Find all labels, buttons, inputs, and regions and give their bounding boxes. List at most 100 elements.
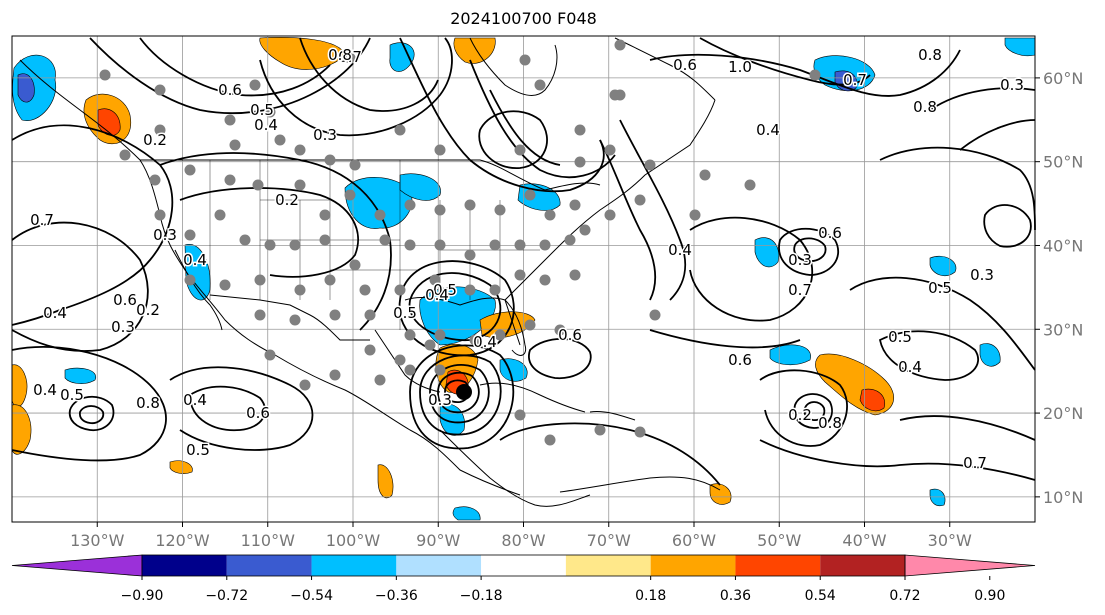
colorbar-segment [396,555,482,576]
contour-label: 0.4 [473,333,497,351]
colorbar-segment [650,555,736,576]
contour-label: 0.8 [328,46,352,64]
station-dot [119,149,131,161]
contour-east-coast-2 [619,119,687,301]
colorbar [11,554,1036,580]
contour-rockies [159,152,392,331]
colorbar-segment [565,555,651,576]
station-dot [424,339,436,351]
shade-red-atlantic [859,388,886,412]
contour-atl-ring [778,227,840,276]
station-dot [224,114,236,126]
station-dot [569,269,581,281]
station-dot [514,269,526,281]
station-dot [252,179,264,191]
contour-east-atl-1 [879,146,1036,231]
colorbar-extend-max [904,554,1036,577]
station-dot [249,79,261,91]
colorbar-label: −0.90 [121,588,164,604]
station-dot [229,139,241,151]
storm-center-marker [456,384,472,400]
coast-central-america [439,429,591,507]
lon-tick-label: 110°W [241,531,296,550]
lon-tick-label: 60°W [672,531,716,550]
lat-tick-label: 60°N [1043,69,1083,88]
contour-label: 0.3 [970,266,994,284]
contour-label: 0.5 [250,101,274,119]
station-dot [289,314,301,326]
station-dot [154,124,166,136]
station-dot [364,309,376,321]
border-us-mexico [209,294,370,341]
station-dot [464,284,476,296]
contour-storm-4 [419,354,502,436]
station-dot [524,319,536,331]
contour-pacific-ring-2 [78,405,105,425]
station-dot [219,279,231,291]
coast-cuba [479,382,586,413]
contour-atl-sub-ring-2 [803,401,826,421]
contour-iceland [929,87,1036,111]
station-dot [489,284,501,296]
station-dot [604,144,616,156]
station-dot [464,249,476,261]
colorbar-label: 0.54 [805,588,836,604]
station-dot [184,274,196,286]
contour-label: 0.4 [43,304,67,322]
station-dot [539,239,551,251]
contour-label: 0.7 [843,71,867,89]
contour-east-atl-2 [849,276,1036,371]
contour-pacific-sw [11,346,167,462]
station-dot [324,154,336,166]
station-dot [214,209,226,221]
contour-label: 0.6 [218,81,242,99]
contour-label: 0.4 [425,286,449,304]
contour-label: 0.6 [246,404,270,422]
contour-label: 1.0 [728,58,752,76]
contour-label: 0.4 [756,121,780,139]
station-dot [404,239,416,251]
station-dot [534,79,546,91]
contour-atl-sub-ring [793,393,833,429]
contour-atl-ring-2 [793,237,827,262]
latitude-labels: 60°N 50°N 40°N 30°N 20°N 10°N [1043,69,1083,507]
coast-hispaniola [589,411,636,421]
station-dot [374,374,386,386]
station-dot [569,199,581,211]
contour-label: 0.8 [918,46,942,64]
contour-label: 0.8 [136,394,160,412]
station-dot [319,209,331,221]
station-dot [329,369,341,381]
contour-label: 0.7 [788,281,812,299]
station-dot [274,134,286,146]
station-dot [464,199,476,211]
contour-plains [179,187,359,278]
station-dot [299,379,311,391]
station-dot [394,284,406,296]
shade-blue-great-plains-2 [399,173,441,201]
station-dot [489,239,501,251]
contour-cuba-ring [528,338,592,380]
contour-trough-2 [469,59,616,179]
station-dot [394,124,406,136]
contour-label: 0.5 [433,281,457,299]
station-dot [264,349,276,361]
contour-label: 0.7 [963,454,987,472]
contour-storm-2 [437,371,480,414]
station-dot [609,89,621,101]
colorbar-label: −0.36 [375,588,418,604]
lon-tick-label: 80°W [501,531,545,550]
contour-label: 0.3 [788,251,812,269]
station-dot [689,209,701,221]
station-dot [294,144,306,156]
contour-label: 0.3 [313,126,337,144]
colorbar-label: −0.54 [290,588,333,604]
station-dot [604,209,616,221]
station-dot [634,426,646,438]
coast-south-america [559,476,721,493]
station-dot [494,329,506,341]
station-dot [434,364,446,376]
station-dot [379,234,391,246]
lon-tick-label: 30°W [928,531,972,550]
station-dot [744,179,756,191]
